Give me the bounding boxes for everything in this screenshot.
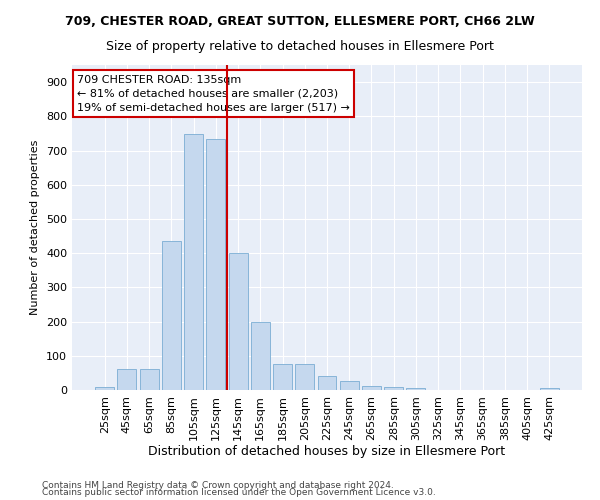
Bar — [118, 370, 136, 390]
Bar — [317, 376, 337, 390]
Bar — [362, 386, 381, 390]
Bar — [406, 388, 425, 390]
Bar — [184, 134, 203, 390]
Bar — [384, 386, 403, 390]
Bar — [95, 386, 114, 390]
Y-axis label: Number of detached properties: Number of detached properties — [31, 140, 40, 315]
Text: Size of property relative to detached houses in Ellesmere Port: Size of property relative to detached ho… — [106, 40, 494, 53]
Text: Contains public sector information licensed under the Open Government Licence v3: Contains public sector information licen… — [42, 488, 436, 497]
Bar — [206, 139, 225, 390]
Bar — [340, 382, 359, 390]
X-axis label: Distribution of detached houses by size in Ellesmere Port: Distribution of detached houses by size … — [148, 446, 506, 458]
Bar — [162, 241, 181, 390]
Text: Contains HM Land Registry data © Crown copyright and database right 2024.: Contains HM Land Registry data © Crown c… — [42, 480, 394, 490]
Bar — [251, 322, 270, 390]
Bar — [540, 388, 559, 390]
Text: 709, CHESTER ROAD, GREAT SUTTON, ELLESMERE PORT, CH66 2LW: 709, CHESTER ROAD, GREAT SUTTON, ELLESME… — [65, 15, 535, 28]
Bar — [229, 253, 248, 390]
Bar — [140, 370, 158, 390]
Text: 709 CHESTER ROAD: 135sqm
← 81% of detached houses are smaller (2,203)
19% of sem: 709 CHESTER ROAD: 135sqm ← 81% of detach… — [77, 74, 350, 113]
Bar — [295, 364, 314, 390]
Bar — [273, 364, 292, 390]
